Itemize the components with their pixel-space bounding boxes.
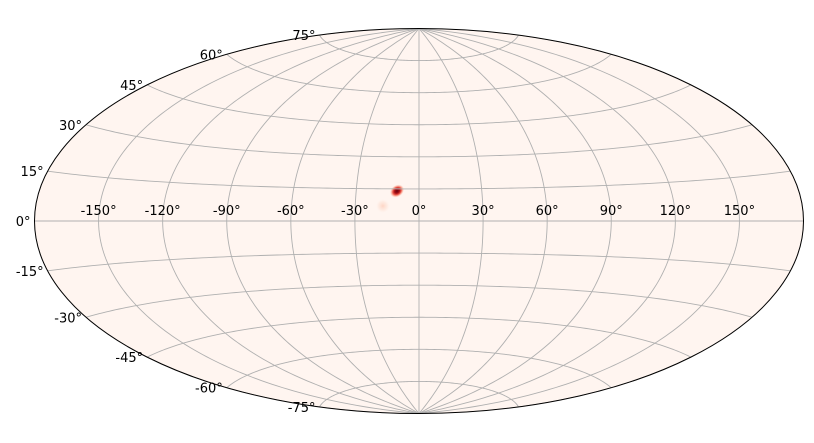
x-tick-label: 120° — [660, 204, 691, 219]
parallel-line — [319, 380, 519, 408]
y-tick-label: 75° — [292, 29, 315, 44]
parallel-line — [47, 170, 791, 190]
parallel-line — [146, 84, 692, 126]
x-tick-label: -60° — [277, 204, 305, 219]
parallel-line — [85, 124, 753, 158]
x-tick-label: -150° — [81, 204, 117, 219]
heat-spot — [376, 199, 390, 213]
latitude-tick-labels: -75° -60° -45° -30° -15° 0° 15° 30° 45° 60° 75° — [16, 29, 316, 416]
y-tick-label: 30° — [59, 119, 82, 134]
x-tick-label: -30° — [341, 204, 369, 219]
parallel-line — [146, 316, 692, 358]
y-tick-label: 45° — [120, 79, 143, 94]
longitude-tick-labels: -150° -120° -90° -60° -30° 0° 30° 60° 90° 120° 150… — [81, 204, 756, 219]
heat-spot — [389, 184, 405, 198]
y-tick-label: 0° — [16, 215, 31, 230]
y-tick-label: 60° — [200, 48, 223, 63]
parallel-line — [319, 34, 519, 62]
x-tick-label: 60° — [536, 204, 559, 219]
parallel-line — [226, 348, 612, 389]
x-tick-label: 150° — [724, 204, 755, 219]
heatmap-layer — [376, 184, 405, 213]
y-tick-label: -60° — [195, 382, 223, 397]
y-tick-label: -45° — [115, 351, 143, 366]
x-tick-label: 90° — [600, 204, 623, 219]
parallel-line — [85, 284, 753, 318]
y-tick-label: -15° — [16, 265, 44, 280]
map-border — [34, 28, 804, 414]
x-tick-label: -120° — [145, 204, 181, 219]
y-tick-label: -75° — [288, 401, 316, 416]
parallel-line — [47, 252, 791, 272]
x-tick-label: 30° — [472, 204, 495, 219]
x-tick-label: -90° — [213, 204, 241, 219]
graticule — [34, 28, 804, 414]
parallel-line — [226, 53, 612, 94]
y-tick-label: 15° — [21, 165, 44, 180]
x-tick-label: 0° — [412, 204, 427, 219]
y-tick-label: -30° — [54, 311, 82, 326]
